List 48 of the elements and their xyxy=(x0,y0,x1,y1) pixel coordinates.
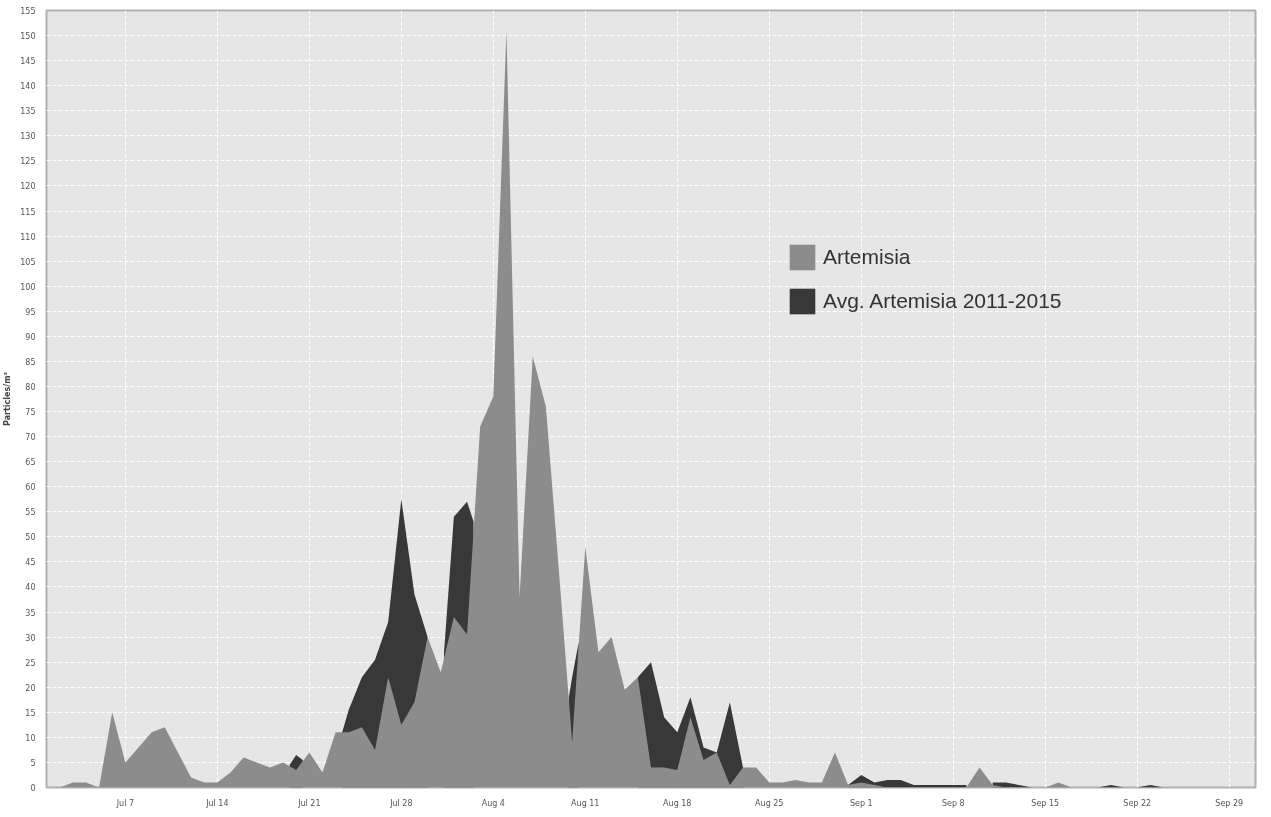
y-tick-label: 50 xyxy=(25,533,36,543)
legend-label: Avg. Artemisia 2011-2015 xyxy=(823,289,1062,313)
y-tick-label: 40 xyxy=(25,583,36,593)
y-tick-label: 110 xyxy=(20,232,36,242)
y-tick-label: 10 xyxy=(25,733,36,743)
y-tick-label: 80 xyxy=(25,382,36,392)
x-tick-label: Aug 11 xyxy=(571,798,600,808)
x-tick-label: Aug 4 xyxy=(481,798,505,808)
y-axis-title: Particles/m³ xyxy=(3,371,13,426)
y-tick-label: 35 xyxy=(25,608,36,618)
x-tick-label: Aug 18 xyxy=(663,798,692,808)
y-tick-label: 90 xyxy=(25,332,36,342)
x-tick-label: Sep 22 xyxy=(1123,798,1152,808)
y-tick-label: 145 xyxy=(20,57,36,67)
y-tick-label: 120 xyxy=(20,182,36,192)
y-tick-label: 125 xyxy=(20,157,36,167)
y-tick-label: 5 xyxy=(30,758,36,768)
x-tick-label: Sep 15 xyxy=(1031,798,1060,808)
y-tick-label: 100 xyxy=(20,282,36,292)
x-tick-label: Jul 14 xyxy=(205,798,229,808)
x-tick-label: Jul 28 xyxy=(389,798,413,808)
x-tick-label: Jul 7 xyxy=(115,798,134,808)
y-tick-label: 45 xyxy=(25,558,36,568)
y-tick-label: 60 xyxy=(25,483,36,493)
y-tick-label: 140 xyxy=(20,82,36,92)
x-tick-label: Jul 21 xyxy=(297,798,321,808)
y-tick-label: 75 xyxy=(25,408,36,418)
y-tick-label: 115 xyxy=(20,207,36,217)
y-tick-label: 25 xyxy=(25,658,36,668)
y-tick-label: 30 xyxy=(25,633,36,643)
x-tick-label: Sep 1 xyxy=(849,798,873,808)
y-tick-label: 15 xyxy=(25,708,36,718)
y-tick-label: 150 xyxy=(20,32,36,42)
y-tick-label: 0 xyxy=(30,784,36,793)
y-tick-label: 105 xyxy=(20,257,36,267)
y-tick-label: 20 xyxy=(25,683,36,693)
y-tick-label: 95 xyxy=(25,307,36,317)
y-tick-label: 135 xyxy=(20,107,36,117)
y-tick-label: 65 xyxy=(25,458,36,468)
x-tick-label: Sep 29 xyxy=(1215,798,1244,808)
y-tick-label: 130 xyxy=(20,132,36,142)
y-tick-label: 70 xyxy=(25,433,36,443)
legend-label: Artemisia xyxy=(823,245,911,269)
x-tick-label: Sep 8 xyxy=(941,798,965,808)
y-tick-label: 85 xyxy=(25,357,36,367)
x-tick-label: Aug 25 xyxy=(755,798,784,808)
y-tick-label: 55 xyxy=(25,508,36,518)
y-tick-label: 155 xyxy=(20,7,36,16)
